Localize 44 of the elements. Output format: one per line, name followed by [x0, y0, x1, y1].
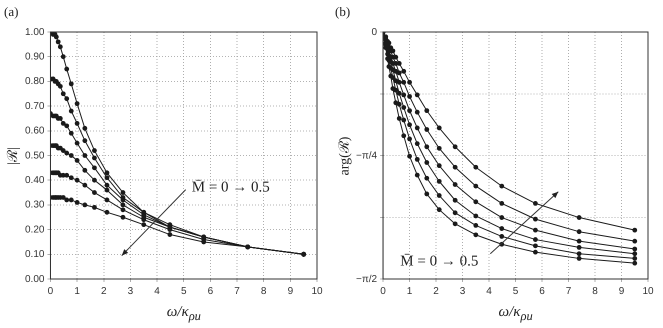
x-tick-label: 10 [642, 286, 654, 297]
chart-title: (b) [335, 4, 350, 20]
x-tick-label: 1 [74, 286, 80, 297]
y-tick-label: 0.00 [24, 274, 45, 285]
x-tick-label: 7 [234, 286, 240, 297]
y-tick-label: 0.10 [24, 249, 45, 260]
x-tick-label: 3 [460, 286, 466, 297]
x-axis-title: ω/κ$_{ρu}$ [166, 304, 201, 324]
x-tick-label: 0 [48, 286, 54, 297]
y-tick-label: 0.60 [24, 126, 45, 137]
x-tick-label: 2 [100, 286, 107, 297]
x-tick-label: 8 [260, 286, 267, 297]
x-tick-label: 7 [566, 286, 572, 297]
x-tick-label: 5 [512, 286, 519, 297]
x-tick-label: 9 [288, 286, 294, 297]
x-axis-title: ω/κ$_{ρu}$ [498, 304, 533, 324]
x-tick-label: 4 [154, 286, 160, 297]
x-tick-label: 1 [406, 286, 413, 297]
x-tick-label: 2 [433, 286, 440, 297]
y-tick-label: 0 [372, 26, 378, 38]
chart-title: (a) [4, 4, 18, 20]
x-tick-label: 4 [486, 286, 492, 297]
y-tick-label: 0.70 [24, 100, 45, 112]
x-tick-label: 6 [208, 286, 214, 297]
y-tick-label: −π/4 [356, 150, 378, 162]
y-tick-label: 0.40 [24, 174, 45, 186]
annotation: M̄ = 0 → 0.5 [400, 252, 478, 270]
x-tick-label: 3 [128, 286, 134, 297]
y-tick-label: −π/2 [356, 274, 378, 285]
y-axis-title: arg(ℛ) [336, 136, 353, 175]
y-tick-label: 0.50 [24, 150, 45, 162]
y-tick-label: 1.00 [24, 26, 45, 38]
annotation: M̄ = 0 → 0.5 [192, 178, 270, 196]
x-tick-label: 6 [539, 286, 546, 297]
y-tick-label: 0.30 [24, 200, 45, 211]
y-tick-label: 0.90 [24, 51, 45, 62]
x-tick-label: 5 [180, 286, 187, 297]
x-tick-label: 10 [311, 286, 323, 297]
y-tick-label: 0.20 [24, 224, 45, 236]
x-tick-label: 8 [592, 286, 598, 297]
x-tick-label: 0 [380, 286, 386, 297]
y-axis-title: |ℛ| [4, 146, 22, 164]
y-tick-label: 0.80 [24, 76, 45, 88]
x-tick-label: 9 [618, 286, 625, 297]
